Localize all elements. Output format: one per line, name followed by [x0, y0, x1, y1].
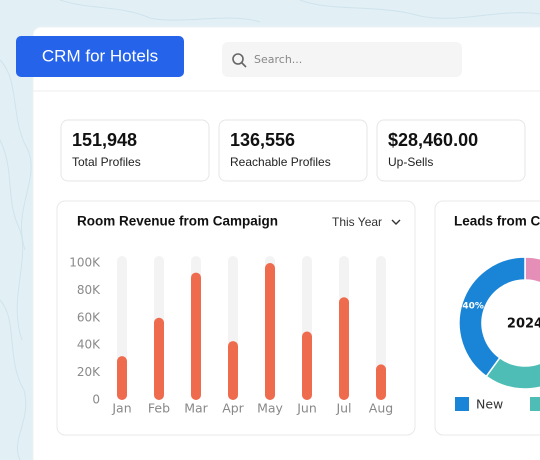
stat-card — [60, 119, 210, 182]
legend-swatch — [455, 397, 469, 411]
y-tick-label: 60K — [77, 310, 101, 324]
dropdown-chevron — [391, 219, 401, 225]
stat-value: $28,460.00 — [388, 130, 478, 150]
y-tick-label: 100K — [69, 256, 101, 270]
bar — [376, 364, 386, 400]
x-tick-label: May — [257, 401, 283, 416]
search-placeholder: Search... — [254, 53, 302, 66]
badge — [16, 36, 184, 77]
period-dropdown[interactable]: This Year — [332, 215, 382, 229]
x-tick-label: Jul — [335, 401, 351, 416]
search-icon — [232, 53, 244, 65]
stat-label: Up-Sells — [388, 155, 433, 169]
stat-value: 136,556 — [230, 130, 295, 150]
bar — [228, 341, 238, 400]
stat-card — [376, 119, 526, 182]
search-icon — [241, 62, 247, 68]
y-tick-label: 0 — [92, 393, 100, 407]
bar — [265, 263, 275, 400]
legend-label: New — [476, 397, 503, 412]
chart-title: Leads from C — [454, 214, 540, 229]
donut-segment — [458, 256, 526, 378]
value-label: 40% — [462, 302, 484, 312]
bar — [302, 331, 312, 400]
search-box[interactable] — [222, 42, 462, 77]
x-tick-label: Feb — [148, 401, 170, 416]
y-tick-label: 20K — [77, 365, 101, 379]
bar-track — [376, 256, 386, 400]
bar — [154, 317, 164, 400]
y-tick-label: 80K — [77, 283, 101, 297]
badge-text: CRM for Hotels — [42, 46, 158, 65]
center-label: 2024 — [507, 317, 540, 332]
x-tick-label: Jan — [111, 401, 131, 416]
x-tick-label: Mar — [184, 401, 208, 416]
bar — [339, 297, 349, 400]
stat-label: Total Profiles — [72, 155, 141, 169]
y-tick-label: 40K — [77, 338, 101, 352]
x-tick-label: Jun — [296, 401, 317, 416]
bar — [117, 356, 127, 400]
x-tick-label: Apr — [222, 401, 244, 416]
stat-card — [218, 119, 368, 182]
stat-value: 151,948 — [72, 130, 137, 150]
chart-title: Room Revenue from Campaign — [77, 214, 278, 229]
donut-segment — [524, 256, 540, 284]
legend-swatch — [530, 397, 540, 411]
bar — [191, 272, 201, 400]
stat-label: Reachable Profiles — [230, 155, 331, 169]
x-tick-label: Aug — [369, 401, 393, 416]
